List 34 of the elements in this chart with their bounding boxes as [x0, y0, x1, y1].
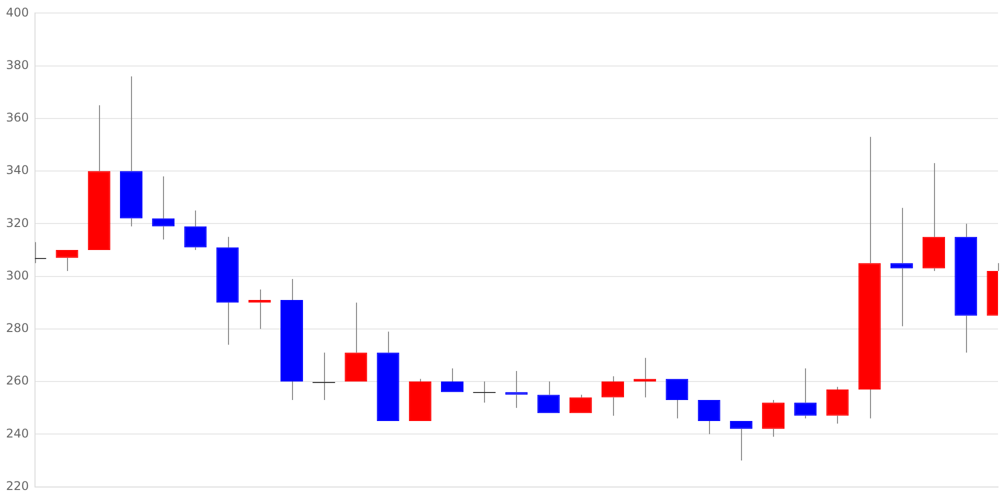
candlestick: [666, 378, 688, 419]
candlestick: [698, 400, 720, 435]
y-tick-label: 240: [6, 426, 29, 440]
candlestick: [56, 250, 78, 272]
candlestick: [216, 236, 239, 346]
candlestick: [602, 376, 624, 416]
candlestick: [120, 76, 142, 227]
candlestick: [762, 399, 785, 438]
candlestick: [152, 176, 175, 240]
candlestick: [88, 104, 110, 250]
y-tick-label: 300: [6, 268, 29, 282]
candlestick: [794, 368, 817, 419]
candlestick: [280, 278, 303, 400]
candlestick: [922, 162, 946, 272]
y-tick-label: 220: [6, 478, 29, 493]
candlestick: [344, 302, 368, 382]
y-tick-label: 320: [6, 216, 29, 230]
candlestick: [730, 421, 752, 461]
candlestick: [890, 207, 913, 327]
candlestick: [537, 381, 560, 414]
candlestick: [954, 223, 978, 354]
candlestick: [408, 378, 432, 422]
y-tick-label: 340: [6, 163, 29, 178]
candlestick: [184, 210, 207, 250]
candlestick: [826, 386, 849, 424]
y-tick-label: 400: [6, 5, 29, 20]
candlestick: [858, 136, 881, 419]
y-tick-label: 360: [6, 110, 29, 125]
y-tick-label: 380: [6, 58, 29, 72]
y-tick-label: 280: [6, 321, 29, 336]
y-tick-label: 260: [6, 374, 29, 388]
candlestick: [376, 331, 400, 422]
candlestick: [441, 368, 464, 392]
candlestick: [569, 394, 592, 414]
